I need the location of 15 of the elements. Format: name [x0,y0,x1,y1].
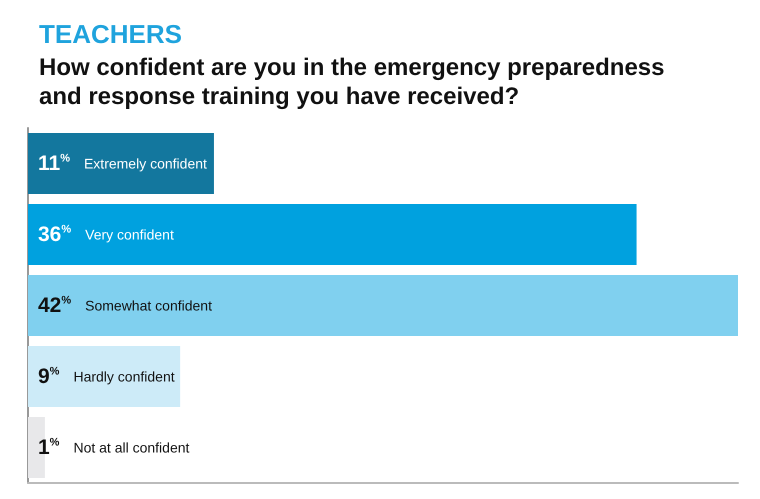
chart-subtitle: How confident are you in the emergency preparedness and response training you have received? [39,54,672,110]
chart-title: TEACHERS [39,19,182,49]
data-label: 42% [38,294,72,317]
bar [28,204,637,266]
bar [28,274,738,336]
data-label: 36% [38,223,72,246]
y-tick-label: Hardly confident [73,368,175,384]
data-label: 9% [38,365,60,388]
y-tick-label: Somewhat confident [85,298,212,314]
bar [28,346,180,408]
data-label: 11% [38,152,70,175]
y-tick-label: Extremely confident [84,156,208,172]
y-tick-label: Very confident [85,226,174,242]
data-label: 1% [38,436,60,459]
y-tick-label: Not at all confident [73,440,190,456]
